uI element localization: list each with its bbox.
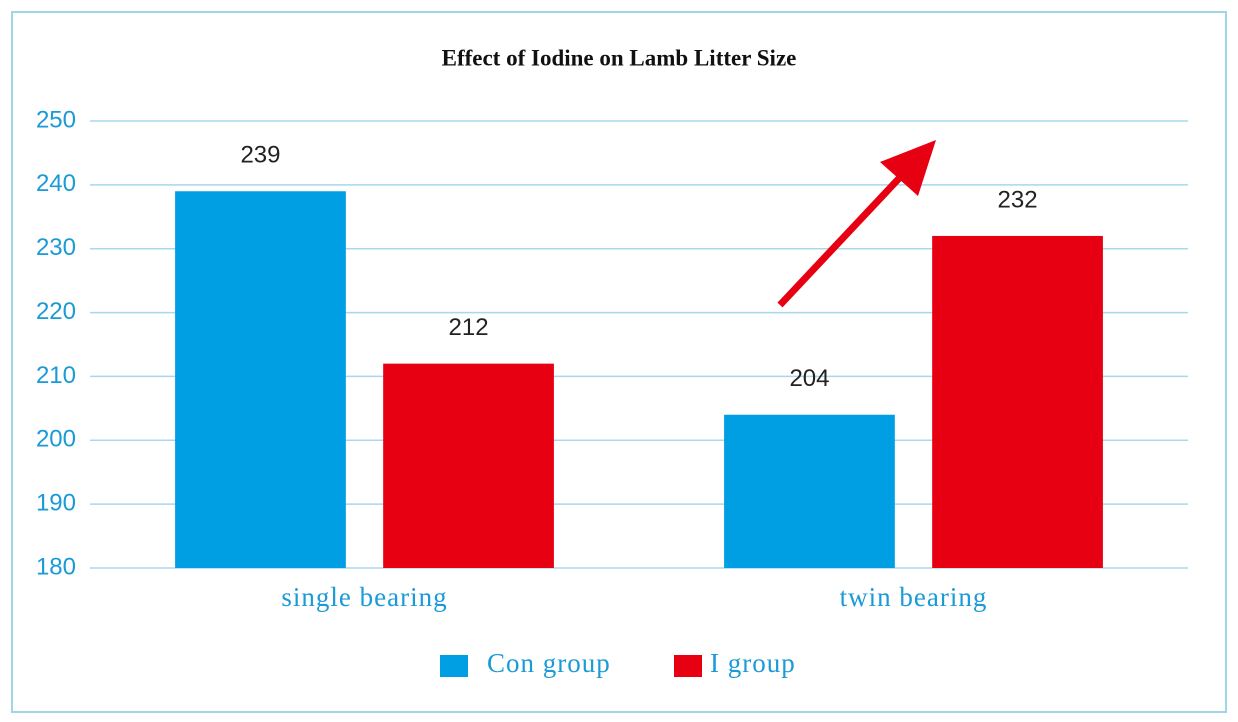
value-label: 204 — [789, 365, 829, 392]
arrow-shaft — [777, 169, 908, 308]
bar — [383, 363, 554, 568]
y-tick-label: 230 — [36, 234, 76, 261]
value-label: 232 — [998, 186, 1038, 213]
legend-swatch — [440, 655, 468, 677]
x-tick-label: twin bearing — [840, 582, 988, 612]
y-tick-label: 250 — [36, 106, 76, 133]
value-label: 239 — [240, 142, 280, 169]
x-tick-label: single bearing — [281, 582, 447, 612]
y-tick-label: 190 — [36, 489, 76, 516]
bar — [175, 191, 346, 568]
y-tick-label: 210 — [36, 362, 76, 389]
bar — [932, 235, 1103, 568]
plot: 180 190 200 210 220 230 240 250 single bearing 23… — [36, 106, 1188, 678]
legend-label: Con group — [487, 648, 611, 678]
legend-swatch — [674, 655, 702, 677]
value-label: 212 — [449, 314, 489, 341]
legend-label: I group — [710, 648, 796, 678]
y-tick-label: 220 — [36, 298, 76, 325]
arrow-head — [880, 140, 936, 196]
y-tick-label: 180 — [36, 553, 76, 580]
y-tick-label: 240 — [36, 170, 76, 197]
bar — [724, 414, 895, 568]
y-tick-label: 200 — [36, 426, 76, 453]
arrow — [777, 140, 936, 308]
chart-title: Effect of Iodine on Lamb Litter Size — [442, 45, 797, 70]
